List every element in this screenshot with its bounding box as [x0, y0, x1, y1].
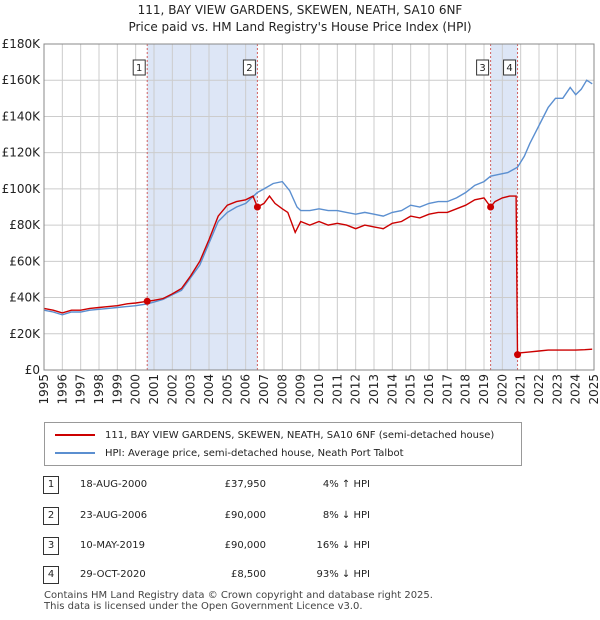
- chart-title: 111, BAY VIEW GARDENS, SKEWEN, NEATH, SA…: [137, 3, 463, 17]
- sale-row: 4 29-OCT-2020 £8,500 93% ↓ HPI: [0, 566, 600, 586]
- x-tick-label: 1997: [74, 374, 88, 405]
- y-tick-label: £140K: [2, 109, 42, 123]
- sale-price: £8,500: [231, 569, 266, 580]
- sale-point: [143, 297, 151, 305]
- x-tick-label: 1996: [55, 374, 69, 405]
- x-tick-label: 2020: [495, 374, 509, 405]
- sale-hpi-diff: 16% ↓ HPI: [316, 540, 370, 551]
- x-tick-label: 2016: [422, 374, 436, 405]
- sale-date: 29-OCT-2020: [80, 569, 146, 580]
- sale-row: 2 23-AUG-2006 £90,000 8% ↓ HPI: [0, 507, 600, 527]
- y-tick-label: £40K: [9, 291, 41, 305]
- sale-price: £90,000: [224, 540, 266, 551]
- legend-label-property: 111, BAY VIEW GARDENS, SKEWEN, NEATH, SA…: [105, 429, 495, 441]
- legend-item-hpi: HPI: Average price, semi-detached house,…: [55, 445, 404, 461]
- x-tick-label: 2017: [440, 374, 454, 405]
- legend: 111, BAY VIEW GARDENS, SKEWEN, NEATH, SA…: [44, 422, 522, 466]
- x-tick-label: 2021: [514, 374, 528, 405]
- sale-number: 1: [43, 476, 59, 494]
- x-tick-label: 2019: [477, 374, 491, 405]
- sale-number: 2: [43, 507, 59, 525]
- x-tick-label: 2009: [294, 374, 308, 405]
- legend-swatch-property: [55, 434, 95, 436]
- x-tick-label: 2004: [202, 374, 216, 405]
- x-tick-label: 2018: [459, 374, 473, 405]
- x-tick-label: 2014: [385, 374, 399, 405]
- footer: Contains HM Land Registry data © Crown c…: [44, 590, 433, 612]
- sale-number: 3: [43, 537, 59, 555]
- x-tick-label: 2007: [257, 374, 271, 405]
- sale-price: £90,000: [224, 510, 266, 521]
- x-tick-label: 2002: [165, 374, 179, 405]
- sale-point: [487, 203, 495, 211]
- x-tick-label: 1999: [110, 374, 124, 405]
- x-tick-label: 1995: [37, 374, 51, 405]
- sale-number: 4: [43, 566, 59, 584]
- x-tick-label: 2005: [220, 374, 234, 405]
- sale-marker-box: [476, 59, 490, 76]
- y-tick-label: £20K: [9, 327, 41, 341]
- sale-date: 23-AUG-2006: [80, 510, 148, 521]
- y-tick-label: £120K: [2, 146, 42, 160]
- sale-point: [253, 203, 261, 211]
- x-tick-label: 2023: [550, 374, 564, 405]
- hpi-line: [43, 79, 593, 316]
- sale-hpi-diff: 8% ↓ HPI: [322, 510, 370, 521]
- price-chart: 1 2 3 4 £0 £20K £40K £60K £80K £100K £120K £140K £16…: [2, 37, 600, 405]
- shaded-period: [490, 44, 518, 370]
- x-tick-label: 2013: [367, 374, 381, 405]
- sale-hpi-diff: 93% ↓ HPI: [316, 569, 370, 580]
- y-tick-label: £180K: [2, 37, 42, 51]
- x-tick-label: 2015: [404, 374, 418, 405]
- sale-row: 3 10-MAY-2019 £90,000 16% ↓ HPI: [0, 537, 600, 557]
- x-tick-label: 2024: [569, 374, 583, 405]
- y-tick-label: £60K: [9, 254, 41, 268]
- sale-marker-box: [503, 59, 517, 76]
- sale-price: £37,950: [224, 479, 266, 490]
- x-tick-label: 2008: [275, 374, 289, 405]
- sale-marker-label: 2: [246, 63, 252, 74]
- sale-date: 10-MAY-2019: [80, 540, 146, 551]
- legend-item-property: 111, BAY VIEW GARDENS, SKEWEN, NEATH, SA…: [55, 427, 494, 443]
- legend-swatch-hpi: [55, 452, 95, 454]
- x-tick-label: 2003: [184, 374, 198, 405]
- sale-marker-label: 1: [136, 63, 142, 74]
- y-tick-label: £0: [25, 363, 40, 377]
- x-tick-label: 2001: [147, 374, 161, 405]
- footer-license: This data is licensed under the Open Gov…: [44, 601, 363, 612]
- sale-date: 18-AUG-2000: [80, 479, 148, 490]
- x-tick-label: 2006: [239, 374, 253, 405]
- footer-copyright: Contains HM Land Registry data © Crown c…: [44, 590, 433, 601]
- x-tick-label: 2025: [587, 374, 600, 405]
- y-tick-label: £80K: [9, 218, 41, 232]
- legend-label-hpi: HPI: Average price, semi-detached house,…: [105, 447, 404, 459]
- x-tick-label: 2011: [330, 374, 344, 405]
- sale-marker-label: 3: [479, 63, 485, 74]
- x-tick-label: 2010: [312, 374, 326, 405]
- y-tick-label: £160K: [2, 73, 42, 87]
- sale-hpi-diff: 4% ↑ HPI: [322, 479, 370, 490]
- sale-marker-box: [132, 59, 146, 76]
- x-tick-label: 2012: [349, 374, 363, 405]
- x-tick-label: 2022: [532, 374, 546, 405]
- sale-marker-box: [242, 59, 256, 76]
- x-tick-label: 1998: [92, 374, 106, 405]
- shaded-period: [147, 44, 258, 370]
- y-tick-label: £100K: [2, 182, 42, 196]
- x-tick-label: 2000: [129, 374, 143, 405]
- chart-subtitle: Price paid vs. HM Land Registry's House …: [128, 20, 472, 34]
- sale-row: 1 18-AUG-2000 £37,950 4% ↑ HPI: [0, 476, 600, 496]
- sale-point: [514, 351, 522, 359]
- sale-marker-label: 4: [506, 63, 512, 74]
- plot-frame: [43, 43, 595, 371]
